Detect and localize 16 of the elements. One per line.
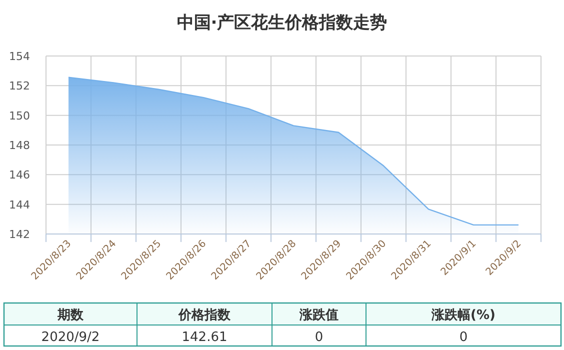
y-tick-label: 146 [9,168,30,182]
text: 涨跌值 [298,308,338,323]
y-tick-label: 144 [9,198,30,212]
text: 0 [314,330,324,345]
text: 0 [459,330,468,345]
text: 价格指数 [178,308,232,323]
text: 2020/9/2 [41,330,100,345]
text: 涨跌幅(%) [430,308,496,323]
chart-title: 中国·产区花生价格指数走势 [176,13,388,33]
y-tick-label: 150 [9,109,30,122]
y-tick-label: 154 [9,50,30,63]
text: 期数 [56,308,84,323]
y-tick-label: 142 [9,228,30,241]
y-tick-label: 152 [9,80,30,93]
text: 142.61 [182,330,228,345]
y-tick-label: 148 [9,139,30,152]
